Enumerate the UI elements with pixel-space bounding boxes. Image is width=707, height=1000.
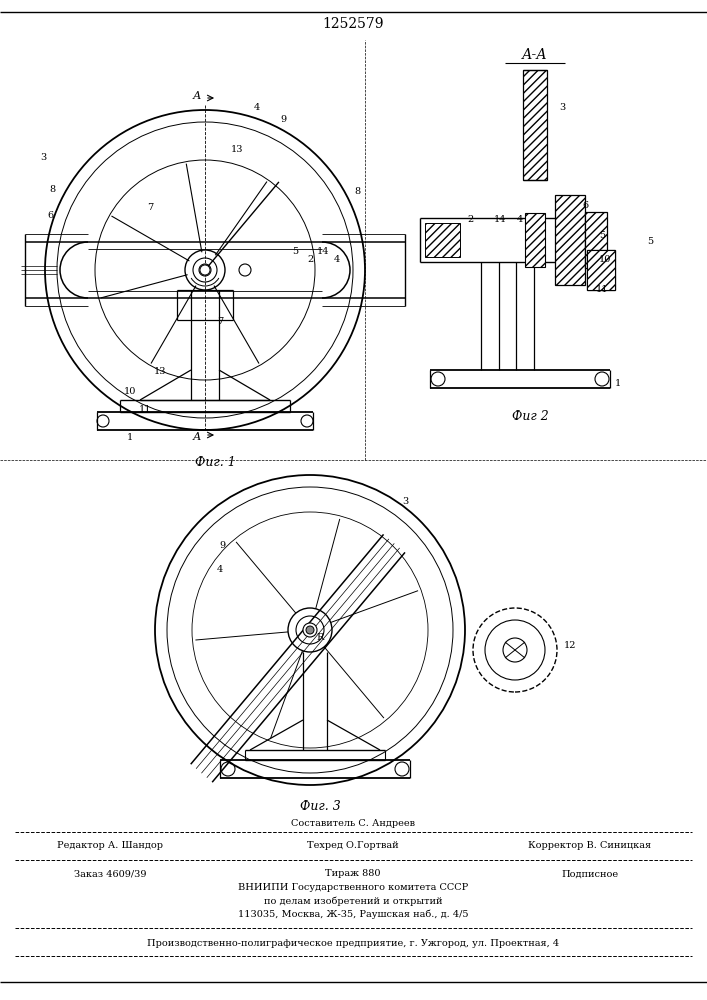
Text: 10: 10	[124, 387, 136, 396]
Bar	[555, 195, 585, 285]
Bar	[587, 250, 615, 290]
Bar	[425, 223, 460, 257]
Bar	[523, 70, 547, 180]
Text: 11: 11	[139, 406, 151, 414]
Text: по делам изобретений и открытий: по делам изобретений и открытий	[264, 896, 443, 906]
Text: Фиг. 1: Фиг. 1	[194, 456, 235, 468]
Text: 1252579: 1252579	[322, 17, 384, 31]
Circle shape	[303, 623, 317, 637]
Text: 14: 14	[493, 216, 506, 225]
Text: 3: 3	[559, 104, 565, 112]
Text: Подписное: Подписное	[561, 869, 619, 879]
Text: А: А	[193, 432, 201, 442]
Text: ВНИИПИ Государственного комитета СССР: ВНИИПИ Государственного комитета СССР	[238, 884, 468, 892]
Text: 12: 12	[563, 641, 576, 650]
Text: 7: 7	[147, 204, 153, 213]
Text: 113035, Москва, Ж-35, Раушская наб., д. 4/5: 113035, Москва, Ж-35, Раушская наб., д. …	[238, 909, 468, 919]
Text: 2: 2	[467, 216, 473, 225]
Text: Тираж 880: Тираж 880	[325, 869, 381, 879]
Text: А-А: А-А	[522, 48, 548, 62]
Text: 4: 4	[334, 255, 340, 264]
Text: 4: 4	[217, 566, 223, 574]
Text: 3: 3	[40, 153, 46, 162]
Text: 1: 1	[127, 434, 133, 442]
Text: 13: 13	[153, 367, 166, 376]
Text: 8: 8	[354, 188, 360, 196]
Text: R: R	[316, 634, 324, 643]
Text: Корректор В. Синицкая: Корректор В. Синицкая	[528, 842, 652, 850]
Text: Техред О.Гортвай: Техред О.Гортвай	[307, 842, 399, 850]
Text: 9: 9	[219, 540, 225, 550]
Text: 6: 6	[582, 200, 588, 210]
Text: 1: 1	[615, 378, 621, 387]
Text: Редактор А. Шандор: Редактор А. Шандор	[57, 842, 163, 850]
Text: Фиг 2: Фиг 2	[512, 410, 549, 422]
Text: Составитель С. Андреев: Составитель С. Андреев	[291, 818, 415, 828]
Text: 4: 4	[254, 104, 260, 112]
Text: 6: 6	[47, 211, 53, 220]
Text: 5: 5	[599, 231, 605, 239]
Text: 5: 5	[647, 237, 653, 246]
Text: 14: 14	[317, 247, 329, 256]
Bar	[585, 212, 607, 268]
Text: 5: 5	[292, 247, 298, 256]
Text: Фиг. 3: Фиг. 3	[300, 800, 340, 812]
Circle shape	[306, 626, 314, 634]
Text: 8: 8	[49, 186, 55, 194]
Text: А: А	[193, 91, 201, 101]
Text: 3: 3	[402, 497, 408, 506]
Text: Производственно-полиграфическое предприятие, г. Ужгород, ул. Проектная, 4: Производственно-полиграфическое предприя…	[147, 938, 559, 948]
Text: 11: 11	[596, 286, 608, 294]
Circle shape	[200, 265, 210, 275]
Text: 2: 2	[307, 255, 313, 264]
Text: 13: 13	[230, 145, 243, 154]
Text: Заказ 4609/39: Заказ 4609/39	[74, 869, 146, 879]
Text: 10: 10	[599, 255, 611, 264]
Text: 4: 4	[517, 216, 523, 225]
Text: 7: 7	[217, 318, 223, 326]
Text: 9: 9	[280, 115, 286, 124]
Bar	[525, 213, 545, 267]
